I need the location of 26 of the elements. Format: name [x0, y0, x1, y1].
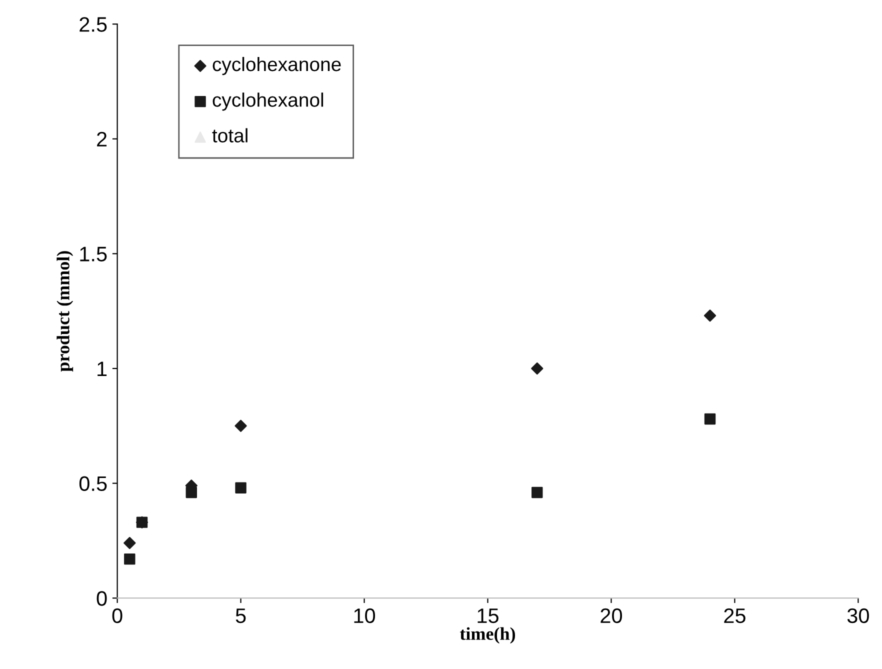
point: [235, 482, 246, 494]
point: [124, 536, 136, 550]
point: [704, 310, 716, 322]
y-tick-label: 1: [98, 362, 107, 376]
point: [532, 486, 543, 498]
x-tick-label: 0: [112, 608, 122, 624]
y-tick-label: 0: [96, 591, 107, 606]
y-tick-label: 1.5: [80, 246, 107, 262]
y-tick-label: 0.5: [79, 476, 107, 492]
x-tick-label: 5: [236, 608, 246, 624]
point: [704, 413, 716, 425]
x-tick-label: 10: [354, 608, 376, 624]
x-tick-label: 20: [600, 608, 622, 624]
legend-label: cyclohexanone: [212, 56, 341, 76]
point: [531, 362, 544, 375]
x-tick-label: 15: [478, 608, 498, 624]
x-axis-title: time(h): [460, 627, 516, 644]
y-tick-label: 2.5: [80, 17, 107, 32]
x-tick-label: 25: [724, 608, 746, 624]
point: [234, 420, 247, 432]
y-tick-label: 2: [97, 132, 107, 146]
legend-label: cyclohexanol: [212, 92, 324, 111]
legend-label: total: [212, 128, 248, 142]
point: [124, 553, 136, 565]
x-tick-label: 30: [847, 608, 869, 624]
y-axis-title: product (mmol): [56, 251, 74, 372]
